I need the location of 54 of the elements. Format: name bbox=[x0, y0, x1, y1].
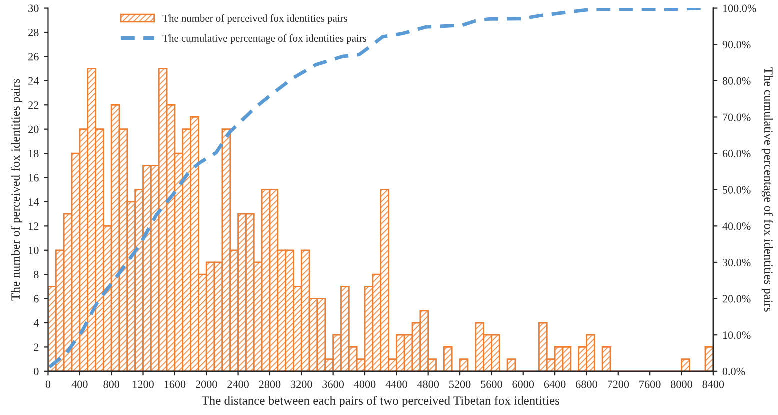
y-tick-label: 2 bbox=[34, 344, 39, 352]
y-tick-label: 16 bbox=[29, 174, 39, 182]
x-tick-label: 0 bbox=[46, 380, 51, 388]
x-tick-label: 7200 bbox=[608, 380, 630, 388]
y-tick-label: 22 bbox=[28, 102, 39, 109]
x-tick-label: 2800 bbox=[259, 380, 281, 388]
x-tick-label: 2400 bbox=[228, 380, 249, 388]
x-tick-label: 5200 bbox=[450, 380, 471, 388]
y2-tick-label: 70.0% bbox=[723, 114, 751, 122]
y-tick-label: 20 bbox=[28, 126, 39, 134]
y-tick-label: 4 bbox=[34, 320, 40, 327]
y-tick-label: 8 bbox=[34, 271, 39, 279]
y-tick-label: 14 bbox=[29, 198, 40, 206]
x-tick-label: 8000 bbox=[671, 380, 692, 388]
y2-tick-label: 30.0% bbox=[722, 258, 751, 266]
y2-tick-label: 0.0% bbox=[722, 368, 746, 376]
y-tick-label: 0 bbox=[34, 368, 39, 376]
y2-tick-label: 80.0% bbox=[722, 77, 751, 85]
y-tick-label: 26 bbox=[28, 53, 39, 61]
y2-tick-label: 60.0% bbox=[722, 150, 751, 158]
x-axis-title: The distance between each pairs of two perceived Tibetan fox identities bbox=[202, 396, 560, 408]
x-tick-label: 6000 bbox=[512, 380, 534, 388]
x-tick-label: 3200 bbox=[291, 380, 312, 388]
x-tick-label: 5600 bbox=[481, 380, 502, 388]
y2-tick-label: 40.0% bbox=[722, 222, 751, 230]
legend-label: The number of perceived fox identities pairs bbox=[162, 14, 348, 24]
x-tick-label: 400 bbox=[72, 380, 88, 388]
y2-tick-label: 10.0% bbox=[723, 332, 751, 340]
y2-tick-label: 20.0% bbox=[722, 295, 751, 303]
y-tick-label: 24 bbox=[28, 77, 40, 85]
x-tick-label: 4400 bbox=[386, 380, 408, 388]
x-tick-label: 7600 bbox=[640, 380, 661, 388]
y2-axis-title: The cumulative percentage of fox identities pairs bbox=[762, 68, 774, 312]
x-tick-label: 4800 bbox=[417, 380, 440, 388]
x-tick-label: 6800 bbox=[576, 380, 598, 388]
x-tick-label: 1600 bbox=[164, 380, 186, 388]
x-tick-label: 8400 bbox=[702, 380, 724, 388]
y-tick-label: 28 bbox=[28, 28, 39, 36]
y2-tick-label: 90.0% bbox=[722, 41, 751, 49]
x-tick-label: 1200 bbox=[133, 380, 154, 388]
y-axis-title: The number of perceived fox identities pairs bbox=[11, 79, 23, 301]
x-tick-label: 3600 bbox=[322, 380, 344, 388]
y2-tick-label: 50.0% bbox=[723, 186, 751, 194]
x-tick-label: 800 bbox=[104, 380, 120, 388]
y-tick-label: 12 bbox=[29, 222, 39, 230]
y-tick-label: 6 bbox=[34, 295, 39, 303]
x-tick-label: 4000 bbox=[354, 380, 376, 388]
y2-tick-label: 100.0% bbox=[723, 4, 756, 12]
x-tick-label: 6400 bbox=[544, 380, 566, 388]
legend-label: The cumulative percentage of fox identities pairs bbox=[162, 34, 366, 44]
y-tick-label: 18 bbox=[29, 150, 39, 158]
x-tick-label: 2000 bbox=[196, 380, 218, 388]
y-tick-label: 30 bbox=[28, 4, 39, 12]
y-tick-label: 10 bbox=[29, 246, 39, 254]
